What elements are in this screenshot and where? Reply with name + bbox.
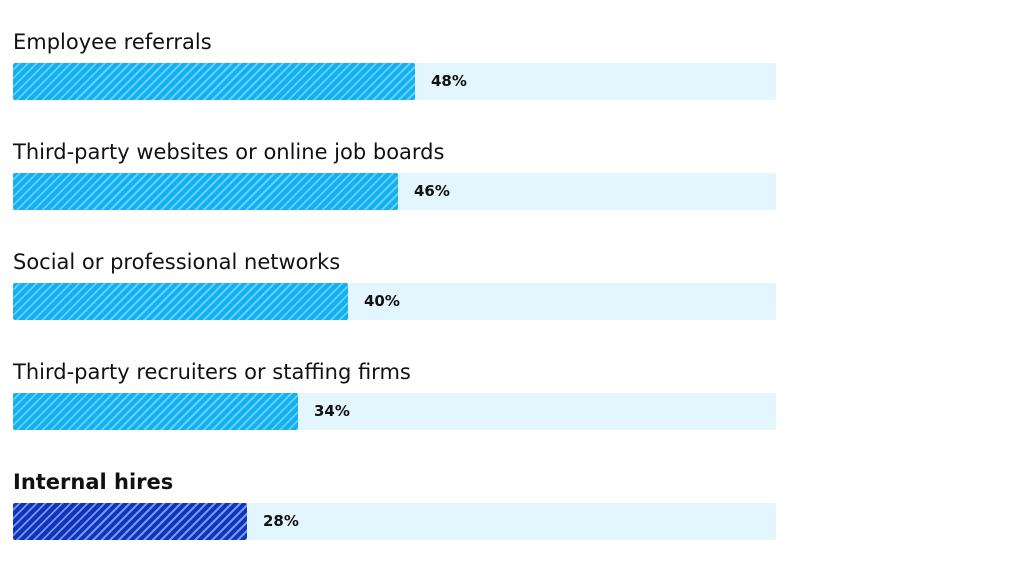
category-label: Social or professional networks <box>13 250 341 274</box>
category-label: Third-party websites or online job board… <box>13 140 445 164</box>
bar-track <box>13 173 776 210</box>
bar-track <box>13 63 776 100</box>
bar-track <box>13 393 776 430</box>
bar-track <box>13 283 776 320</box>
category-label: Third-party recruiters or staffing firms <box>13 360 411 384</box>
bar <box>13 393 298 430</box>
value-label: 40% <box>364 292 400 310</box>
category-label: Employee referrals <box>13 30 212 54</box>
value-label: 46% <box>414 182 450 200</box>
value-label: 34% <box>314 402 350 420</box>
category-label: Internal hires <box>13 470 174 494</box>
bar <box>13 63 415 100</box>
bar <box>13 173 398 210</box>
bar <box>13 283 348 320</box>
bar-track <box>13 503 776 540</box>
value-label: 48% <box>431 72 467 90</box>
bar <box>13 503 247 540</box>
value-label: 28% <box>263 512 299 530</box>
